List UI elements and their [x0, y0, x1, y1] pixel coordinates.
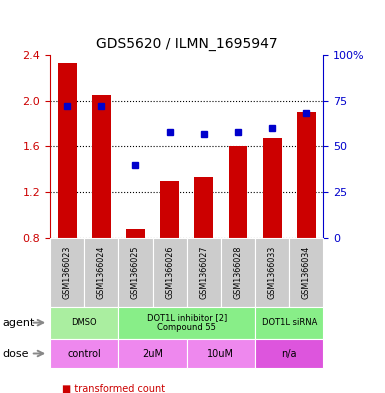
Text: GSM1366034: GSM1366034 — [302, 246, 311, 299]
Text: GSM1366024: GSM1366024 — [97, 246, 106, 299]
Bar — [92, 95, 111, 238]
Text: DOT1L siRNA: DOT1L siRNA — [261, 318, 317, 327]
Text: 10uM: 10uM — [208, 349, 234, 358]
Text: GSM1366027: GSM1366027 — [199, 245, 208, 299]
Text: GSM1366033: GSM1366033 — [268, 246, 277, 299]
Bar — [297, 112, 316, 238]
Bar — [126, 229, 145, 238]
Text: dose: dose — [2, 349, 28, 358]
Text: 2uM: 2uM — [142, 349, 163, 358]
Text: agent: agent — [2, 318, 34, 328]
Text: GSM1366028: GSM1366028 — [233, 246, 243, 299]
Text: DOT1L inhibitor [2]
Compound 55: DOT1L inhibitor [2] Compound 55 — [147, 313, 227, 332]
Bar — [160, 181, 179, 238]
Text: ■ transformed count: ■ transformed count — [62, 384, 165, 393]
Bar — [58, 63, 77, 238]
Text: control: control — [67, 349, 101, 358]
Bar — [229, 146, 248, 238]
Bar — [194, 177, 213, 238]
Text: GSM1366026: GSM1366026 — [165, 246, 174, 299]
Text: n/a: n/a — [281, 349, 297, 358]
Title: GDS5620 / ILMN_1695947: GDS5620 / ILMN_1695947 — [96, 37, 278, 51]
Text: GSM1366025: GSM1366025 — [131, 245, 140, 299]
Text: DMSO: DMSO — [71, 318, 97, 327]
Text: GSM1366023: GSM1366023 — [63, 246, 72, 299]
Bar — [263, 138, 281, 238]
